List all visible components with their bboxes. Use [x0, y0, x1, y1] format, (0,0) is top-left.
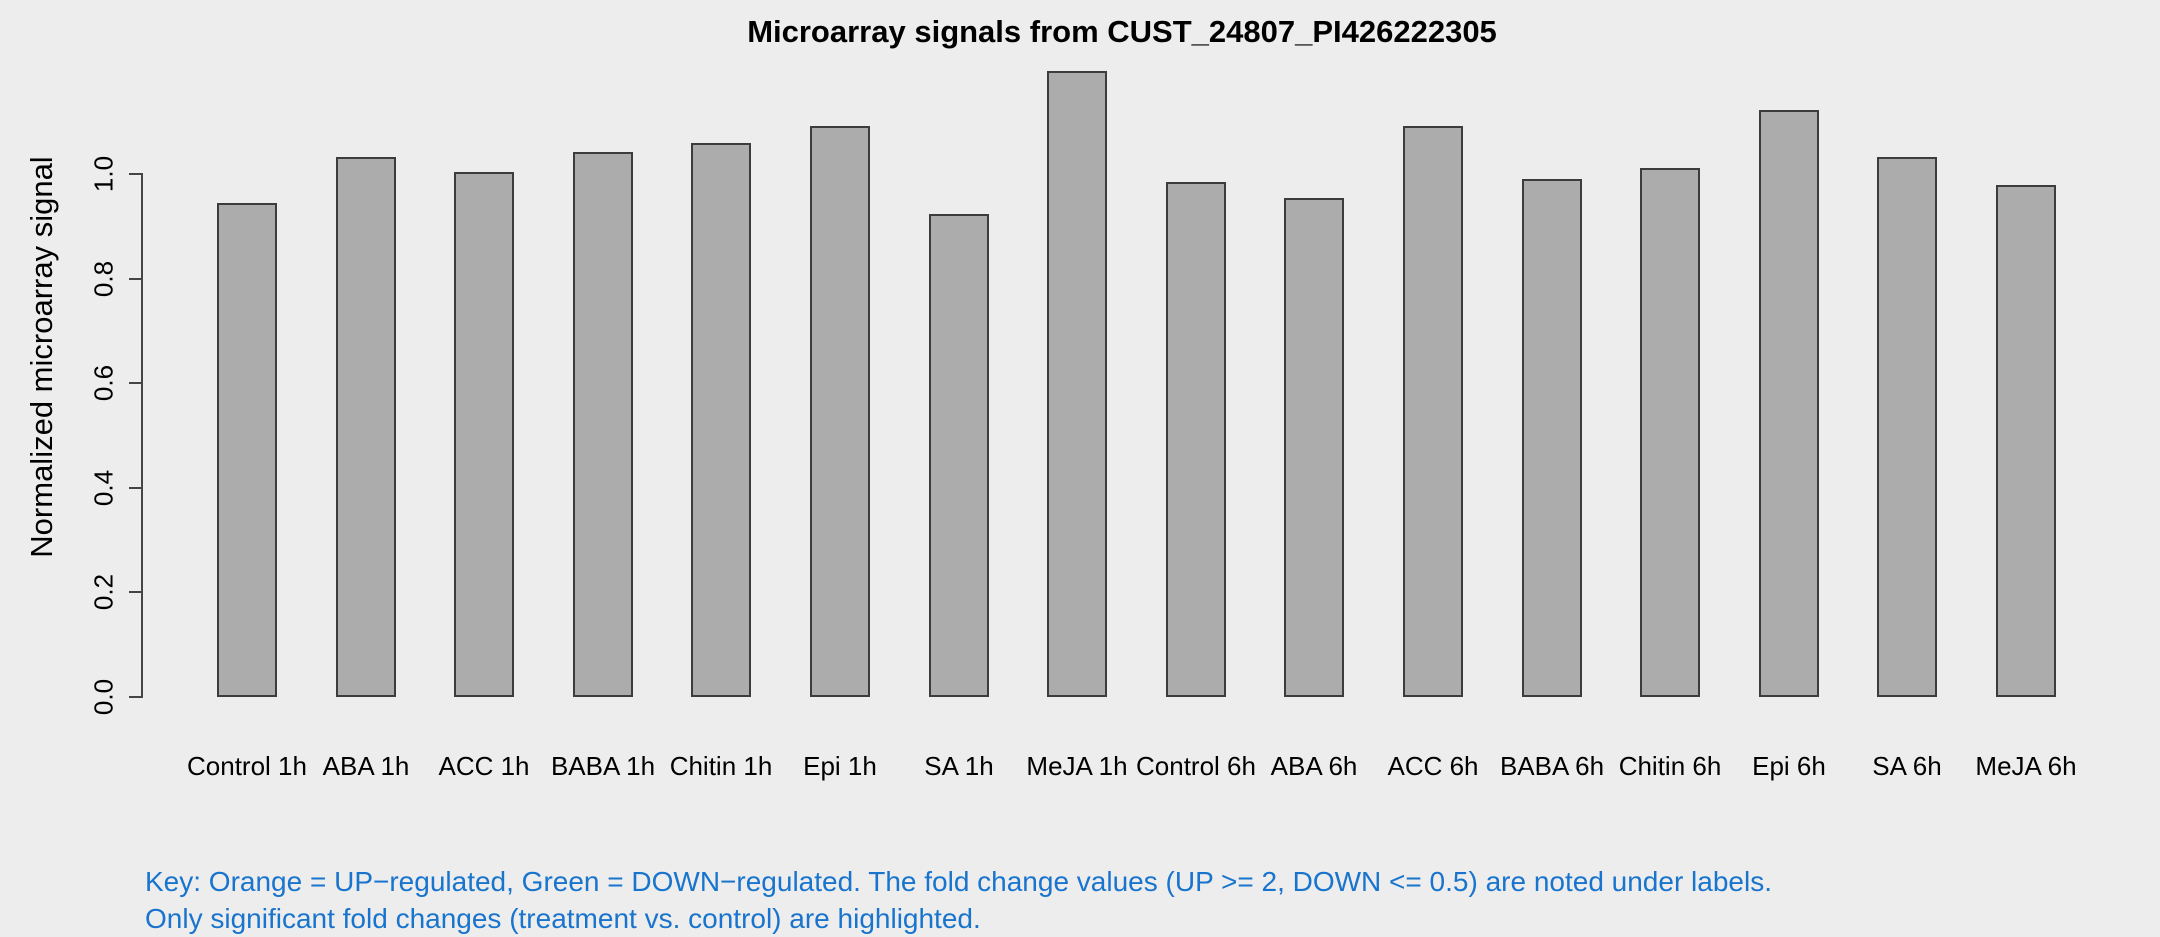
x-tick-label-baba-6h: BABA 6h: [1499, 751, 1605, 781]
bar-baba-6h: [1522, 179, 1582, 697]
x-tick-label-epi-6h: Epi 6h: [1752, 751, 1826, 781]
x-tick-label-meja-1h: MeJA 1h: [1026, 751, 1128, 781]
bar-epi-1h: [810, 126, 870, 697]
x-tick-label-control-1h: Control 1h: [187, 751, 307, 781]
y-tick-0.4: [129, 487, 142, 489]
bar-baba-1h: [573, 152, 633, 697]
bar-aba-6h: [1284, 198, 1344, 697]
y-axis-line: [141, 173, 143, 698]
y-tick-label-1.0: 1.0: [88, 155, 119, 193]
y-tick-label-0.4: 0.4: [88, 469, 119, 507]
bar-chitin-1h: [691, 143, 751, 697]
bar-aba-1h: [336, 157, 396, 697]
bar-epi-6h: [1759, 110, 1819, 697]
x-tick-label-acc-6h: ACC 6h: [1387, 751, 1479, 781]
bar-sa-6h: [1877, 157, 1937, 697]
x-tick-label-sa-1h: SA 1h: [924, 751, 994, 781]
x-tick-label-epi-1h: Epi 1h: [803, 751, 877, 781]
y-tick-0.8: [129, 278, 142, 280]
chart-title: Microarray signals from CUST_24807_PI426…: [747, 14, 1497, 49]
bar-sa-1h: [929, 214, 989, 697]
x-tick-label-aba-1h: ABA 1h: [322, 751, 410, 781]
x-tick-label-acc-1h: ACC 1h: [438, 751, 530, 781]
y-tick-0.2: [129, 591, 142, 593]
x-tick-label-baba-1h: BABA 1h: [550, 751, 656, 781]
bar-chitin-6h: [1640, 168, 1700, 697]
y-tick-label-0.2: 0.2: [88, 573, 119, 611]
bar-acc-6h: [1403, 126, 1463, 697]
y-axis-title: Normalized microarray signal: [24, 156, 59, 558]
x-tick-label-aba-6h: ABA 6h: [1270, 751, 1358, 781]
bar-meja-1h: [1047, 71, 1107, 697]
x-tick-label-meja-6h: MeJA 6h: [1975, 751, 2077, 781]
y-tick-0.6: [129, 382, 142, 384]
bar-acc-1h: [454, 172, 514, 697]
y-tick-label-0.8: 0.8: [88, 260, 119, 298]
key-line-1: Key: Orange = UP−regulated, Green = DOWN…: [145, 866, 1772, 897]
y-tick-1.0: [129, 173, 142, 175]
key-note: Key: Orange = UP−regulated, Green = DOWN…: [145, 863, 1772, 937]
y-tick-label-0.0: 0.0: [88, 678, 119, 716]
x-tick-label-sa-6h: SA 6h: [1872, 751, 1942, 781]
bar-meja-6h: [1996, 185, 2056, 697]
x-tick-label-control-6h: Control 6h: [1136, 751, 1256, 781]
x-tick-label-chitin-1h: Chitin 1h: [669, 751, 773, 781]
y-tick-label-0.6: 0.6: [88, 364, 119, 402]
y-tick-0.0: [129, 696, 142, 698]
bar-control-1h: [217, 203, 277, 697]
key-line-2: Only significant fold changes (treatment…: [145, 903, 981, 934]
x-tick-label-chitin-6h: Chitin 6h: [1618, 751, 1722, 781]
bar-control-6h: [1166, 182, 1226, 697]
